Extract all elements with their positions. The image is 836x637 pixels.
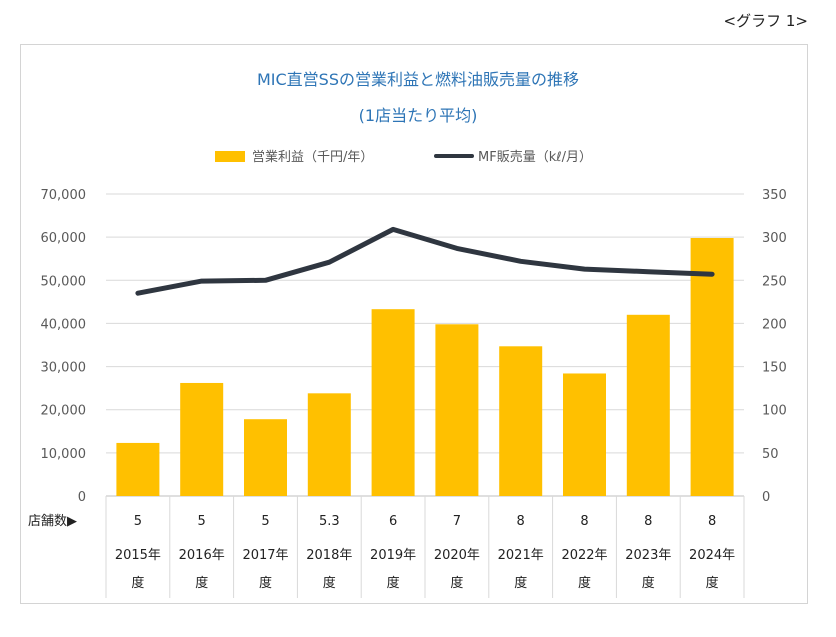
store-count-value: 5.3 — [319, 514, 340, 529]
bar — [435, 324, 479, 496]
left-axis-tick-label: 20,000 — [41, 404, 87, 419]
bar — [563, 373, 606, 496]
line-point — [327, 260, 331, 264]
bar — [307, 393, 351, 496]
right-axis-tick-label: 350 — [762, 188, 787, 203]
line-point — [136, 291, 140, 295]
bar — [626, 314, 670, 496]
left-axis-tick-label: 40,000 — [41, 317, 87, 332]
category-label-line1: 2015年 — [115, 548, 161, 563]
store-count-value: 6 — [389, 514, 397, 529]
legend-bar-label: 営業利益（千円/年） — [252, 149, 373, 165]
right-axis-tick-label: 150 — [762, 361, 787, 376]
category-label-line1: 2021年 — [498, 548, 544, 563]
category-label-line1: 2016年 — [179, 548, 225, 563]
right-axis-tick-label: 250 — [762, 274, 787, 289]
category-label-line2: 度 — [450, 575, 463, 591]
line-point — [519, 259, 523, 263]
chart-legend: 営業利益（千円/年） MF販売量（kℓ/月） — [215, 149, 592, 165]
bar — [690, 238, 734, 496]
category-label-line1: 2018年 — [306, 548, 352, 563]
category-label-line1: 2020年 — [434, 548, 480, 563]
bar — [180, 382, 224, 496]
line-point — [264, 278, 267, 282]
category-label-line2: 度 — [259, 575, 272, 591]
right-axis-tick-label: 100 — [762, 404, 787, 419]
category-label-line2: 度 — [323, 575, 336, 591]
store-count-label: 店舗数▶ — [28, 514, 77, 529]
category-label-line1: 2017年 — [242, 548, 288, 563]
chart-subtitle: (1店当たり平均) — [358, 106, 478, 125]
line-point — [710, 272, 714, 276]
left-axis-tick-label: 30,000 — [41, 361, 87, 376]
right-axis-tick-label: 200 — [762, 317, 787, 332]
legend-line-label: MF販売量（kℓ/月） — [478, 149, 592, 165]
store-count-value: 8 — [708, 514, 716, 529]
chart-title: MIC直営SSの営業利益と燃料油販売量の推移 — [256, 70, 579, 89]
category-label-line2: 度 — [195, 575, 208, 591]
store-count-value: 8 — [517, 514, 525, 529]
bar — [499, 346, 543, 496]
category-label-line2: 度 — [131, 575, 144, 591]
store-count-value: 5 — [261, 514, 269, 529]
line-point — [455, 246, 459, 250]
chart-frame — [20, 44, 808, 604]
right-axis-tick-label: 50 — [762, 447, 779, 462]
left-axis-tick-label: 10,000 — [41, 447, 87, 462]
series-line — [135, 226, 715, 296]
store-count-value: 7 — [453, 514, 461, 529]
category-label-line1: 2022年 — [561, 548, 607, 563]
right-axis-tick-label: 0 — [762, 490, 770, 505]
bar — [371, 309, 415, 496]
left-axis-tick-label: 0 — [78, 490, 86, 505]
store-count-value: 5 — [134, 514, 142, 529]
category-label-line2: 度 — [387, 575, 400, 591]
line-point — [583, 267, 586, 271]
category-label-line1: 2019年 — [370, 548, 416, 563]
left-axis-tick-label: 70,000 — [41, 188, 87, 203]
line-point — [391, 227, 395, 231]
line-point — [200, 279, 204, 283]
store-count-value: 5 — [198, 514, 206, 529]
store-count-value: 8 — [644, 514, 652, 529]
bar — [244, 419, 287, 496]
left-axis-tick-label: 50,000 — [41, 274, 87, 289]
category-label-line2: 度 — [642, 575, 655, 591]
bar — [116, 442, 160, 496]
left-axis-tick-label: 60,000 — [41, 231, 87, 246]
category-label-line1: 2024年 — [689, 548, 735, 563]
graph-number-label: <グラフ 1> — [723, 12, 808, 30]
store-count-value: 8 — [580, 514, 588, 529]
category-label-line1: 2023年 — [625, 548, 671, 563]
category-label-line2: 度 — [706, 575, 719, 591]
category-label-line2: 度 — [514, 575, 527, 591]
legend-bar-swatch — [215, 151, 245, 162]
category-label-line2: 度 — [578, 575, 591, 591]
right-axis-tick-label: 300 — [762, 231, 787, 246]
line-point — [646, 270, 650, 274]
